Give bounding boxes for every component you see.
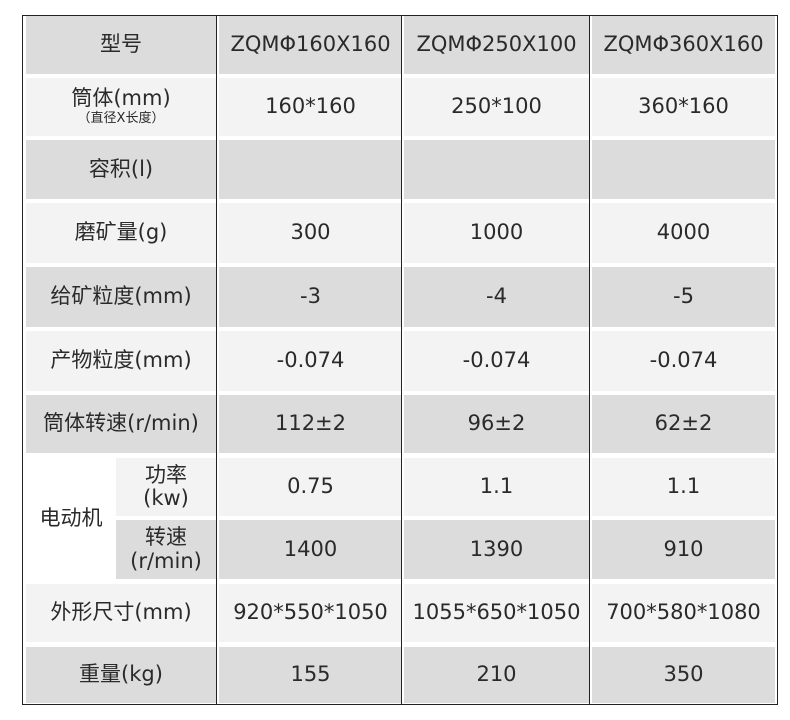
header-model-cell-text: ZQMΦ160X160 bbox=[230, 32, 391, 57]
column-divider bbox=[216, 16, 217, 704]
row-value-cell-text: 300 bbox=[290, 220, 331, 245]
header-model-cell-text: ZQMΦ360X160 bbox=[603, 32, 764, 57]
row-label-cell-text: 筒体转速(r/min) bbox=[43, 411, 199, 436]
row-value-cell-text: 1000 bbox=[469, 220, 524, 245]
row-label-cell-text: 重量(kg) bbox=[79, 662, 163, 687]
row-value-cell: -4 bbox=[404, 267, 589, 327]
motor-power-value-cell: 1.1 bbox=[404, 458, 589, 516]
row-label-cell: 外形尺寸(mm) bbox=[26, 584, 216, 642]
motor-power-value-cell-text: 1.1 bbox=[666, 474, 701, 499]
motor-power-label-cell-text: (kw) bbox=[143, 486, 189, 510]
row-value-cell bbox=[404, 140, 589, 199]
motor-power-label-cell: 功率 (kw) bbox=[116, 458, 216, 516]
row-value-cell: -5 bbox=[592, 267, 775, 327]
row-value-cell-text: 112±2 bbox=[274, 411, 347, 436]
row-label-cell: 筒体(mm) （直径X长度） bbox=[26, 78, 216, 136]
motor-speed-value-cell-text: 910 bbox=[663, 536, 704, 561]
row-label-cell: 容积(l) bbox=[26, 140, 216, 199]
row-value-cell: 62±2 bbox=[592, 395, 775, 453]
row-value-cell-text: -5 bbox=[673, 284, 694, 309]
row-value-cell-text: -4 bbox=[486, 284, 507, 309]
row-value-cell-text: 62±2 bbox=[654, 411, 713, 436]
row-value-cell: -0.074 bbox=[404, 331, 589, 391]
row-label-cell-text: 外形尺寸(mm) bbox=[50, 600, 192, 625]
row-label-cell: 给矿粒度(mm) bbox=[26, 267, 216, 327]
row-value-cell: 700*580*1080 bbox=[592, 584, 775, 642]
row-value-cell: 300 bbox=[219, 203, 402, 263]
row-label-cell: 产物粒度(mm) bbox=[26, 331, 216, 391]
column-divider bbox=[401, 16, 402, 704]
row-value-cell-text: -0.074 bbox=[649, 348, 718, 373]
motor-label-cell: 电动机 bbox=[26, 458, 116, 579]
motor-label-cell-text: 电动机 bbox=[39, 505, 103, 530]
row-value-cell: 1000 bbox=[404, 203, 589, 263]
row-value-cell: 4000 bbox=[592, 203, 775, 263]
row-label-cell-text: （直径X长度） bbox=[77, 111, 165, 127]
row-label-cell-text: 容积(l) bbox=[88, 156, 154, 181]
row-label-cell-text: 产物粒度(mm) bbox=[50, 348, 192, 373]
spec-table: 型号 ZQMΦ160X160 ZQMΦ250X100 ZQMΦ360X160 筒体(mm… bbox=[22, 15, 778, 705]
row-value-cell: -0.074 bbox=[592, 331, 775, 391]
header-model-cell: ZQMΦ160X160 bbox=[219, 16, 402, 74]
header-model-cell-text: ZQMΦ250X100 bbox=[416, 32, 577, 57]
motor-power-value-cell-text: 1.1 bbox=[479, 474, 514, 499]
row-value-cell: -3 bbox=[219, 267, 402, 327]
row-value-cell-text: 155 bbox=[290, 662, 331, 687]
row-value-cell: 350 bbox=[592, 647, 775, 703]
row-value-cell-text: 1055*650*1050 bbox=[412, 600, 581, 625]
row-label-cell-text: 磨矿量(g) bbox=[74, 220, 168, 245]
row-value-cell: 1055*650*1050 bbox=[404, 584, 589, 642]
row-value-cell-text: 160*160 bbox=[265, 94, 356, 119]
row-value-cell-text: -0.074 bbox=[462, 348, 531, 373]
motor-speed-value-cell-text: 1390 bbox=[469, 536, 524, 561]
motor-power-value-cell: 1.1 bbox=[592, 458, 775, 516]
motor-power-value-cell-text: 0.75 bbox=[287, 474, 334, 499]
motor-speed-value-cell: 910 bbox=[592, 520, 775, 579]
header-label-cell: 型号 bbox=[26, 16, 216, 74]
row-value-cell: 360*160 bbox=[592, 78, 775, 136]
motor-speed-value-cell-text: 1400 bbox=[283, 536, 338, 561]
motor-power-label-cell-text: 功率 bbox=[145, 462, 187, 487]
row-value-cell: 250*100 bbox=[404, 78, 589, 136]
motor-speed-label-cell: 转速 (r/min) bbox=[116, 520, 216, 579]
row-label-cell-text: 给矿粒度(mm) bbox=[50, 284, 192, 309]
row-value-cell: 210 bbox=[404, 647, 589, 703]
row-label-cell-text: 筒体(mm) bbox=[71, 86, 171, 111]
row-value-cell-text: 96±2 bbox=[467, 411, 526, 436]
row-value-cell: 160*160 bbox=[219, 78, 402, 136]
row-value-cell-text: 360*160 bbox=[638, 94, 729, 119]
header-label-cell-text: 型号 bbox=[100, 32, 142, 57]
row-label-cell: 筒体转速(r/min) bbox=[26, 395, 216, 453]
row-value-cell: 96±2 bbox=[404, 395, 589, 453]
row-value-cell-text: 210 bbox=[476, 662, 517, 687]
row-value-cell: 112±2 bbox=[219, 395, 402, 453]
row-value-cell-text: 250*100 bbox=[451, 94, 542, 119]
row-label-cell: 重量(kg) bbox=[26, 647, 216, 703]
header-model-cell: ZQMΦ360X160 bbox=[592, 16, 775, 74]
row-value-cell-text: -3 bbox=[300, 284, 321, 309]
motor-speed-value-cell: 1390 bbox=[404, 520, 589, 579]
row-value-cell bbox=[592, 140, 775, 199]
motor-speed-label-cell-text: 转速 bbox=[145, 525, 187, 550]
row-value-cell-text: 700*580*1080 bbox=[606, 600, 761, 625]
column-divider bbox=[589, 16, 590, 704]
row-value-cell-text: 4000 bbox=[656, 220, 711, 245]
motor-speed-label-cell-text: (r/min) bbox=[130, 548, 202, 573]
row-value-cell: 920*550*1050 bbox=[219, 584, 402, 642]
row-value-cell-text: -0.074 bbox=[276, 348, 345, 373]
motor-power-value-cell: 0.75 bbox=[219, 458, 402, 516]
row-value-cell: -0.074 bbox=[219, 331, 402, 391]
header-model-cell: ZQMΦ250X100 bbox=[404, 16, 589, 74]
motor-speed-value-cell: 1400 bbox=[219, 520, 402, 579]
row-label-cell: 磨矿量(g) bbox=[26, 203, 216, 263]
row-value-cell-text: 920*550*1050 bbox=[233, 600, 388, 625]
row-value-cell-text: 350 bbox=[663, 662, 704, 687]
row-value-cell: 155 bbox=[219, 647, 402, 703]
row-value-cell bbox=[219, 140, 402, 199]
